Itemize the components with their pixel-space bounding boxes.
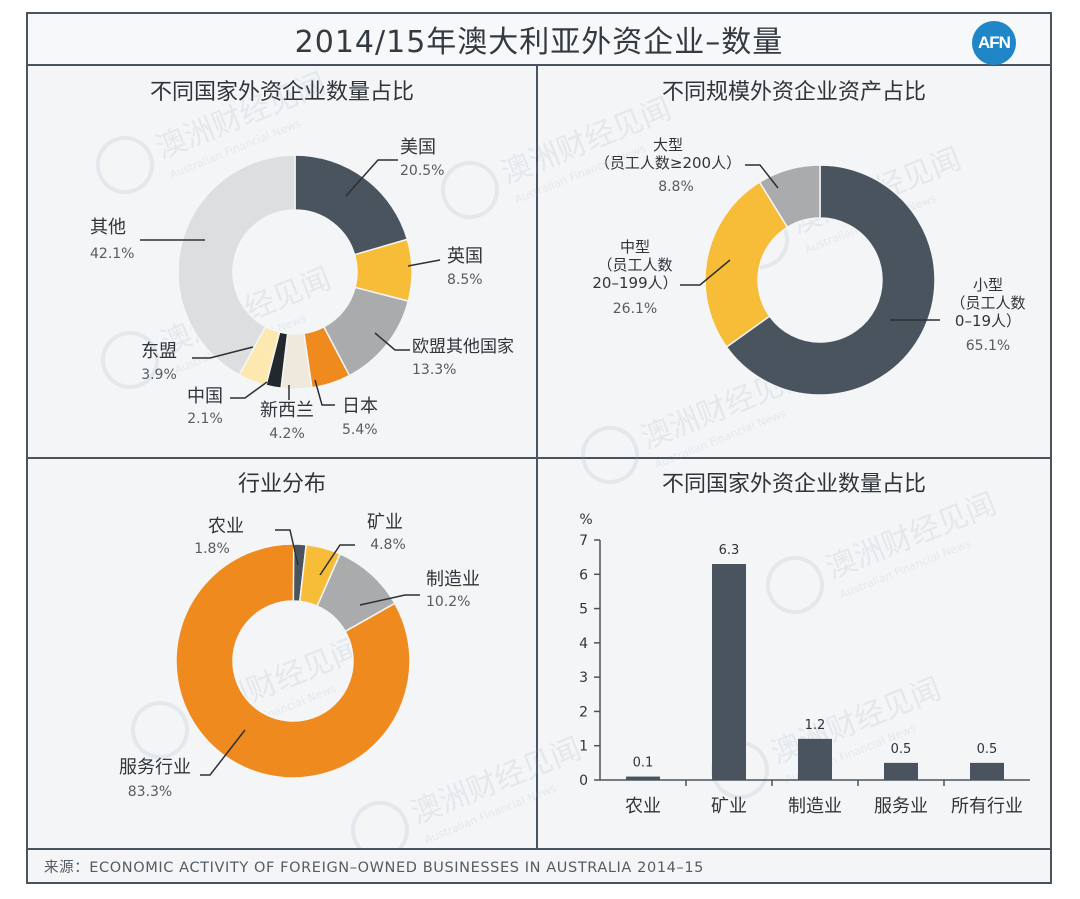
- bar-value-label-2: 1.2: [805, 718, 826, 733]
- size-leader-1: [680, 259, 731, 286]
- industry-leader-1: [319, 544, 355, 576]
- country-leader-0: [345, 159, 398, 197]
- industry-label-1: 矿业: [367, 512, 403, 533]
- bar-y-unit: %: [579, 512, 592, 528]
- bar-category-label-0: 农业: [625, 796, 661, 817]
- bar-0: [626, 776, 660, 780]
- country-value-7: 42.1%: [90, 246, 134, 262]
- bar-ytick-label-0: 0: [579, 773, 588, 789]
- country-slice-0: [294, 154, 409, 256]
- bar-ytick-label-2: 2: [579, 704, 588, 720]
- country-label-6: 东盟: [141, 341, 177, 362]
- country-value-5: 2.1%: [187, 411, 223, 427]
- country-label-7: 其他: [90, 217, 126, 238]
- industry-leader-2: [359, 594, 420, 606]
- country-leader-2: [374, 332, 410, 351]
- bar-category-label-1: 矿业: [711, 796, 747, 817]
- country-value-6: 3.9%: [141, 367, 177, 383]
- panel-title-industry: 行业分布: [237, 472, 326, 497]
- industry-value-2: 10.2%: [426, 594, 470, 610]
- industry-slice-3: [175, 543, 411, 779]
- bar-ytick-label-5: 5: [579, 602, 588, 618]
- watermark-logo-icon: [766, 556, 824, 614]
- afn-logo: AFN: [972, 21, 1016, 65]
- bar-ytick-label-4: 4: [579, 636, 588, 652]
- panel-title-country: 不同国家外资企业数量占比: [149, 80, 414, 105]
- country-value-1: 8.5%: [447, 272, 483, 288]
- country-value-2: 13.3%: [412, 362, 456, 378]
- bar-ytick-label-3: 3: [579, 670, 588, 686]
- panel-title-bar: 不同国家外资企业数量占比: [661, 472, 926, 497]
- country-label-3: 日本: [342, 396, 378, 417]
- size-leader-2: [745, 164, 779, 189]
- country-label-2: 欧盟其他国家: [412, 337, 514, 357]
- country-leader-3: [314, 379, 335, 406]
- country-value-4: 4.2%: [269, 426, 305, 442]
- title-bar: 2014/15年澳大利亚外资企业–数量: [26, 12, 1052, 66]
- size-slice-1: [704, 181, 789, 349]
- horizontal-divider: [26, 457, 1052, 459]
- bar-2: [798, 738, 832, 780]
- bar-value-label-3: 0.5: [891, 742, 912, 757]
- bar-value-label-4: 0.5: [977, 742, 998, 757]
- size-value-2: 8.8%: [658, 179, 694, 195]
- panel-title-size: 不同规模外资企业资产占比: [661, 80, 926, 105]
- bar-category-label-2: 制造业: [788, 796, 842, 817]
- page-title: 2014/15年澳大利亚外资企业–数量: [294, 25, 784, 60]
- country-slice-7: [177, 154, 296, 376]
- bar-3: [884, 762, 918, 780]
- country-leader-6: [192, 346, 254, 359]
- country-value-0: 20.5%: [400, 163, 444, 179]
- industry-leader-0: [275, 529, 299, 566]
- country-label-5: 中国: [187, 386, 223, 407]
- watermark-logo-icon: [96, 136, 154, 194]
- bar-value-label-1: 6.3: [719, 543, 740, 558]
- bar-category-label-3: 服务业: [874, 796, 928, 817]
- watermark-logo-icon: [581, 426, 639, 484]
- bar-category-label-4: 所有行业: [951, 796, 1023, 817]
- country-label-0: 美国: [400, 137, 436, 158]
- size-label-2: 大型（员工人数≥200人）: [595, 136, 741, 172]
- size-value-1: 26.1%: [613, 301, 657, 317]
- country-value-3: 5.4%: [342, 422, 378, 438]
- size-label-0: 小型（员工人数 0–19人）: [950, 276, 1025, 330]
- industry-value-1: 4.8%: [370, 537, 406, 553]
- watermark-logo-icon: [441, 161, 499, 219]
- size-slice-2: [758, 164, 821, 229]
- bar-4: [970, 762, 1004, 780]
- source-text: 来源：ECONOMIC ACTIVITY OF FOREIGN–OWNED BU…: [44, 859, 704, 876]
- infographic-frame: [26, 12, 1052, 884]
- size-label-1: 中型（员工人数 20–199人）: [592, 238, 677, 292]
- industry-label-2: 制造业: [426, 569, 480, 590]
- size-slice-0: [725, 164, 936, 396]
- country-leader-1: [407, 259, 441, 267]
- industry-label-3: 服务行业: [119, 757, 191, 778]
- industry-label-0: 农业: [208, 516, 244, 537]
- country-label-4: 新西兰: [260, 400, 314, 421]
- bar-ytick-label-1: 1: [579, 739, 588, 755]
- bar-ytick-label-6: 6: [579, 567, 588, 583]
- bar-1: [712, 564, 746, 780]
- source-footer: 来源：ECONOMIC ACTIVITY OF FOREIGN–OWNED BU…: [26, 848, 1052, 884]
- watermark-logo-icon: [101, 331, 159, 389]
- bar-ytick-label-7: 7: [579, 533, 588, 549]
- country-leader-5: [230, 381, 268, 399]
- industry-value-3: 83.3%: [128, 784, 172, 800]
- industry-value-0: 1.8%: [194, 541, 230, 557]
- bar-value-label-0: 0.1: [633, 756, 654, 771]
- country-label-1: 英国: [447, 246, 483, 267]
- industry-leader-3: [200, 729, 246, 776]
- watermark-logo-icon: [131, 701, 189, 759]
- size-value-0: 65.1%: [966, 338, 1010, 354]
